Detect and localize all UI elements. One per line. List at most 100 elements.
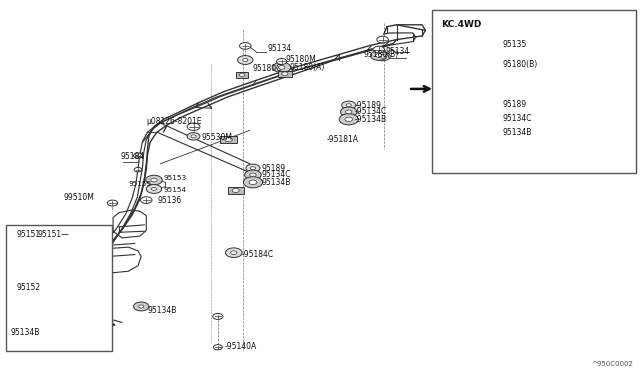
Circle shape <box>472 60 493 71</box>
Circle shape <box>479 63 486 68</box>
Circle shape <box>212 314 223 320</box>
Text: 95134B: 95134B <box>148 306 177 315</box>
Text: 95136: 95136 <box>157 196 181 205</box>
Circle shape <box>480 103 485 106</box>
Circle shape <box>213 344 222 350</box>
Circle shape <box>187 133 200 140</box>
Circle shape <box>225 138 232 142</box>
Text: 95153: 95153 <box>164 175 187 181</box>
Circle shape <box>244 170 261 180</box>
Text: µ08126-8201E: µ08126-8201E <box>147 117 202 126</box>
Circle shape <box>84 234 96 240</box>
Text: 95180C: 95180C <box>253 64 282 73</box>
Circle shape <box>77 286 84 290</box>
Circle shape <box>346 110 352 114</box>
Circle shape <box>273 62 291 73</box>
Circle shape <box>225 248 242 257</box>
Bar <box>432 10 636 173</box>
Circle shape <box>246 164 260 172</box>
Circle shape <box>250 173 256 177</box>
Circle shape <box>187 123 200 131</box>
Text: 95530M: 95530M <box>202 132 233 142</box>
Text: 95184: 95184 <box>121 152 145 161</box>
Circle shape <box>152 187 157 190</box>
Text: 95134: 95134 <box>385 47 410 56</box>
Circle shape <box>230 251 237 254</box>
Circle shape <box>345 117 353 122</box>
Circle shape <box>146 175 163 185</box>
Circle shape <box>476 100 490 109</box>
Circle shape <box>243 58 248 61</box>
Circle shape <box>380 54 386 58</box>
Circle shape <box>250 167 255 170</box>
Circle shape <box>476 82 489 90</box>
Text: 95189: 95189 <box>502 100 526 109</box>
Text: 95151: 95151 <box>17 230 41 240</box>
Circle shape <box>375 52 390 61</box>
Circle shape <box>237 55 253 64</box>
Circle shape <box>474 113 491 123</box>
Text: 95180(A): 95180(A) <box>289 63 324 72</box>
Circle shape <box>191 135 196 138</box>
Circle shape <box>147 185 162 193</box>
Text: 95154: 95154 <box>164 187 187 193</box>
Text: -95140A: -95140A <box>224 341 257 350</box>
Circle shape <box>74 330 79 333</box>
Bar <box>236 72 248 78</box>
Text: 95135: 95135 <box>502 40 526 49</box>
Text: -95181A: -95181A <box>326 135 358 144</box>
Circle shape <box>346 104 351 107</box>
Circle shape <box>340 107 357 117</box>
Circle shape <box>243 177 262 188</box>
Circle shape <box>73 283 88 292</box>
Circle shape <box>278 65 285 69</box>
Circle shape <box>479 130 486 135</box>
Text: 95134B: 95134B <box>10 328 40 337</box>
Circle shape <box>249 180 257 185</box>
Text: 95134: 95134 <box>268 44 292 53</box>
Circle shape <box>141 197 152 203</box>
Text: 95180(B): 95180(B) <box>364 50 399 59</box>
Text: 95180M: 95180M <box>285 55 316 64</box>
Circle shape <box>87 250 93 254</box>
Text: -95134B: -95134B <box>355 115 387 124</box>
Text: -95189: -95189 <box>355 101 382 110</box>
Bar <box>278 71 292 77</box>
Circle shape <box>475 41 490 49</box>
Circle shape <box>239 73 245 77</box>
Circle shape <box>108 200 118 206</box>
Circle shape <box>134 302 149 311</box>
Circle shape <box>282 72 288 76</box>
Circle shape <box>134 153 143 158</box>
Circle shape <box>339 114 358 125</box>
Text: -95134C: -95134C <box>355 108 387 116</box>
Circle shape <box>376 54 382 57</box>
Circle shape <box>479 116 486 120</box>
Circle shape <box>69 327 83 335</box>
Circle shape <box>239 42 251 49</box>
Text: 95134B: 95134B <box>502 128 531 137</box>
Bar <box>220 136 237 143</box>
Bar <box>228 187 244 194</box>
Bar <box>6 225 113 351</box>
Circle shape <box>342 101 356 109</box>
Text: 95134B: 95134B <box>261 178 291 187</box>
Circle shape <box>377 36 388 43</box>
Text: 95152: 95152 <box>17 283 41 292</box>
Text: 95151—: 95151— <box>38 230 70 240</box>
Bar <box>84 249 97 255</box>
Circle shape <box>373 46 385 53</box>
Circle shape <box>151 178 157 182</box>
Circle shape <box>473 127 492 138</box>
Text: ^950C0002: ^950C0002 <box>591 361 633 367</box>
Text: 95155: 95155 <box>129 181 152 187</box>
Text: 95134C: 95134C <box>502 114 531 123</box>
Text: 95134C: 95134C <box>261 170 291 179</box>
Circle shape <box>139 305 144 308</box>
Text: 95189: 95189 <box>261 164 285 173</box>
Circle shape <box>134 167 142 172</box>
Circle shape <box>276 58 287 64</box>
Text: -95184C: -95184C <box>242 250 274 259</box>
Text: 99510M: 99510M <box>63 193 94 202</box>
Text: 95180(B): 95180(B) <box>502 60 537 69</box>
